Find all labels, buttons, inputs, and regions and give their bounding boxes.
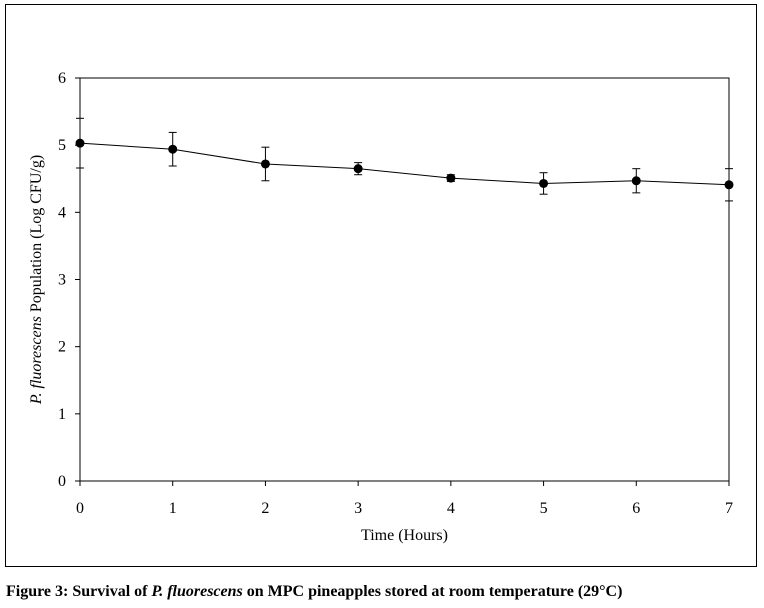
plot-area (79, 77, 730, 482)
y-tick-label: 1 (58, 406, 66, 423)
y-tick-label: 5 (58, 137, 66, 154)
y-tick-label: 4 (58, 204, 66, 221)
y-tick-label: 0 (58, 473, 66, 490)
data-point (724, 180, 734, 190)
y-tick-label: 6 (58, 70, 66, 87)
series-layer (75, 117, 734, 202)
figure-caption: Figure 3: Survival of P. fluorescens on … (6, 583, 622, 601)
x-tick-label: 1 (169, 500, 177, 517)
x-tick-label: 2 (261, 500, 269, 517)
caption-suffix: on MPC pineapples stored at room tempera… (242, 583, 623, 600)
y-axis-label: P. fluorescens Population (Log CFU/g) (28, 155, 45, 405)
data-point (631, 176, 641, 186)
data-point (446, 173, 456, 183)
y-tick-label: 2 (58, 339, 66, 356)
series-line (79, 142, 730, 186)
x-tick-label: 6 (632, 500, 640, 517)
y-axis-label-italic: P. fluorescens (28, 316, 45, 405)
x-axis-ticks: 0 1 2 3 4 5 6 7 (76, 481, 733, 517)
x-axis-label: Time (Hours) (361, 527, 448, 544)
x-tick-label: 0 (76, 500, 84, 517)
y-tick-label: 3 (58, 272, 66, 289)
data-point (353, 164, 363, 174)
data-point (539, 178, 549, 188)
data-point (168, 144, 178, 154)
chart-frame (5, 4, 757, 567)
y-axis-label-rest: Population (Log CFU/g) (28, 155, 45, 316)
x-tick-label: 7 (725, 500, 733, 517)
caption-prefix: Figure 3: Survival of (6, 583, 152, 600)
data-point (75, 138, 85, 148)
y-axis-ticks: 0 1 2 3 4 5 6 (58, 70, 80, 490)
x-tick-label: 4 (447, 500, 455, 517)
data-point (260, 159, 270, 169)
caption-species: P. fluorescens (151, 583, 243, 600)
x-tick-label: 5 (540, 500, 548, 517)
x-tick-label: 3 (354, 500, 362, 517)
